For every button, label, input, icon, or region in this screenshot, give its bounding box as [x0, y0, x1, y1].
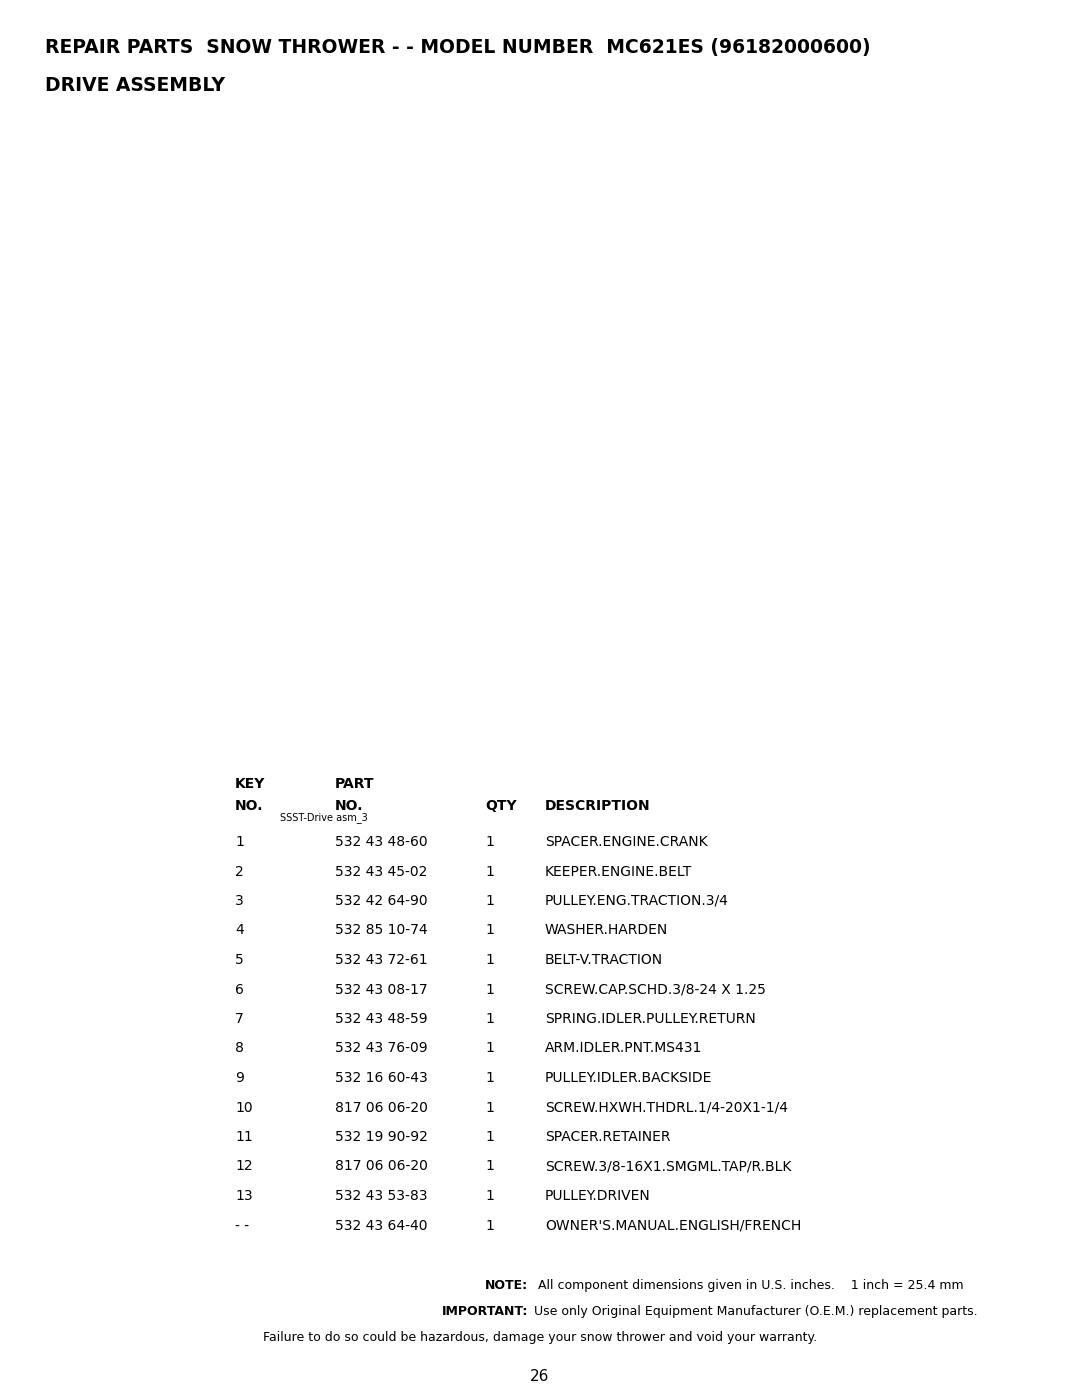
- Text: PART: PART: [335, 777, 375, 791]
- Text: SCREW.3/8-16X1.SMGML.TAP/R.BLK: SCREW.3/8-16X1.SMGML.TAP/R.BLK: [545, 1160, 792, 1173]
- Text: 1: 1: [235, 835, 244, 849]
- Text: PULLEY.IDLER.BACKSIDE: PULLEY.IDLER.BACKSIDE: [545, 1071, 713, 1085]
- Text: 532 19 90-92: 532 19 90-92: [335, 1130, 428, 1144]
- Text: NO.: NO.: [335, 799, 364, 813]
- Text: IMPORTANT:: IMPORTANT:: [442, 1305, 528, 1317]
- Text: SCREW.CAP.SCHD.3/8-24 X 1.25: SCREW.CAP.SCHD.3/8-24 X 1.25: [545, 982, 766, 996]
- Text: 532 85 10-74: 532 85 10-74: [335, 923, 428, 937]
- Text: 1: 1: [485, 1130, 494, 1144]
- Text: 2: 2: [235, 865, 244, 879]
- Text: KEY: KEY: [235, 777, 266, 791]
- Text: SPACER.RETAINER: SPACER.RETAINER: [545, 1130, 671, 1144]
- Text: NO.: NO.: [235, 799, 264, 813]
- Text: 8: 8: [235, 1042, 244, 1056]
- Text: - -: - -: [235, 1218, 249, 1232]
- Text: 1: 1: [485, 1071, 494, 1085]
- Text: 532 43 45-02: 532 43 45-02: [335, 865, 428, 879]
- Text: 1: 1: [485, 1042, 494, 1056]
- Text: DRIVE ASSEMBLY: DRIVE ASSEMBLY: [45, 75, 225, 95]
- Text: 532 16 60-43: 532 16 60-43: [335, 1071, 428, 1085]
- Text: 1: 1: [485, 865, 494, 879]
- Text: 26: 26: [530, 1369, 550, 1384]
- Text: 4: 4: [235, 923, 244, 937]
- Text: 532 43 08-17: 532 43 08-17: [335, 982, 428, 996]
- Text: 1: 1: [485, 1011, 494, 1025]
- Text: 817 06 06-20: 817 06 06-20: [335, 1160, 428, 1173]
- Text: Use only Original Equipment Manufacturer (O.E.M.) replacement parts.: Use only Original Equipment Manufacturer…: [530, 1305, 977, 1317]
- Text: SSST-Drive asm_3: SSST-Drive asm_3: [280, 812, 368, 823]
- Text: ARM.IDLER.PNT.MS431: ARM.IDLER.PNT.MS431: [545, 1042, 702, 1056]
- Text: NOTE:: NOTE:: [485, 1280, 528, 1292]
- Text: 1: 1: [485, 1189, 494, 1203]
- Text: Failure to do so could be hazardous, damage your snow thrower and void your warr: Failure to do so could be hazardous, dam…: [262, 1331, 818, 1344]
- Text: DESCRIPTION: DESCRIPTION: [545, 799, 650, 813]
- Text: PULLEY.DRIVEN: PULLEY.DRIVEN: [545, 1189, 651, 1203]
- Text: PULLEY.ENG.TRACTION.3/4: PULLEY.ENG.TRACTION.3/4: [545, 894, 729, 908]
- Text: 1: 1: [485, 894, 494, 908]
- Text: 1: 1: [485, 1101, 494, 1115]
- Text: SPACER.ENGINE.CRANK: SPACER.ENGINE.CRANK: [545, 835, 707, 849]
- Text: 1: 1: [485, 923, 494, 937]
- Text: 532 43 76-09: 532 43 76-09: [335, 1042, 428, 1056]
- Text: 1: 1: [485, 953, 494, 967]
- Text: OWNER'S.MANUAL.ENGLISH/FRENCH: OWNER'S.MANUAL.ENGLISH/FRENCH: [545, 1218, 801, 1232]
- Text: 817 06 06-20: 817 06 06-20: [335, 1101, 428, 1115]
- Text: 1: 1: [485, 1218, 494, 1232]
- Text: 12: 12: [235, 1160, 253, 1173]
- Text: 532 43 53-83: 532 43 53-83: [335, 1189, 428, 1203]
- Text: All component dimensions given in U.S. inches.    1 inch = 25.4 mm: All component dimensions given in U.S. i…: [530, 1280, 963, 1292]
- Text: SCREW.HXWH.THDRL.1/4-20X1-1/4: SCREW.HXWH.THDRL.1/4-20X1-1/4: [545, 1101, 788, 1115]
- Text: 532 43 48-59: 532 43 48-59: [335, 1011, 428, 1025]
- Text: QTY: QTY: [485, 799, 516, 813]
- Text: 9: 9: [235, 1071, 244, 1085]
- Text: 1: 1: [485, 835, 494, 849]
- Text: KEEPER.ENGINE.BELT: KEEPER.ENGINE.BELT: [545, 865, 692, 879]
- Text: SPRING.IDLER.PULLEY.RETURN: SPRING.IDLER.PULLEY.RETURN: [545, 1011, 756, 1025]
- Text: 1: 1: [485, 1160, 494, 1173]
- Text: BELT-V.TRACTION: BELT-V.TRACTION: [545, 953, 663, 967]
- Text: 3: 3: [235, 894, 244, 908]
- Text: 532 42 64-90: 532 42 64-90: [335, 894, 428, 908]
- Text: 10: 10: [235, 1101, 253, 1115]
- Text: WASHER.HARDEN: WASHER.HARDEN: [545, 923, 669, 937]
- Text: 11: 11: [235, 1130, 253, 1144]
- Text: 5: 5: [235, 953, 244, 967]
- Text: 13: 13: [235, 1189, 253, 1203]
- Text: 532 43 72-61: 532 43 72-61: [335, 953, 428, 967]
- Text: 532 43 64-40: 532 43 64-40: [335, 1218, 428, 1232]
- Text: 532 43 48-60: 532 43 48-60: [335, 835, 428, 849]
- Text: 6: 6: [235, 982, 244, 996]
- Text: 1: 1: [485, 982, 494, 996]
- Text: 7: 7: [235, 1011, 244, 1025]
- Text: REPAIR PARTS  SNOW THROWER - - MODEL NUMBER  MC621ES (96182000600): REPAIR PARTS SNOW THROWER - - MODEL NUMB…: [45, 38, 870, 57]
